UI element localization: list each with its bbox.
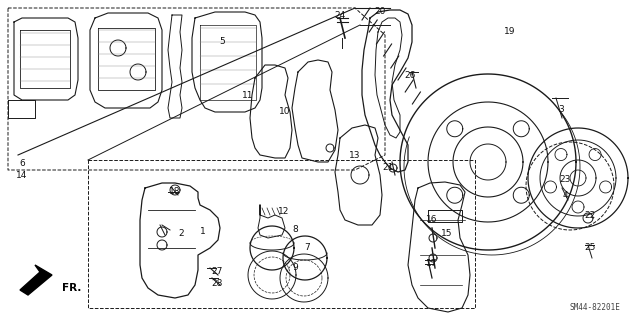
Text: 10: 10 (279, 108, 291, 116)
Text: 23: 23 (559, 175, 571, 184)
Text: 5: 5 (219, 38, 225, 47)
Text: 22: 22 (584, 211, 596, 219)
Text: 24: 24 (334, 11, 346, 19)
Text: 1: 1 (200, 227, 206, 236)
Text: 14: 14 (16, 170, 28, 180)
Text: 12: 12 (278, 207, 290, 217)
Text: 13: 13 (349, 151, 361, 160)
Text: 6: 6 (19, 159, 25, 167)
Text: 27: 27 (211, 268, 223, 277)
Text: 7: 7 (304, 243, 310, 253)
Text: 4: 4 (562, 190, 568, 199)
Polygon shape (20, 265, 52, 295)
Text: 25: 25 (584, 243, 596, 253)
Text: SM44-82201E: SM44-82201E (569, 303, 620, 312)
Text: 16: 16 (426, 216, 438, 225)
Text: 9: 9 (292, 263, 298, 272)
Text: 18: 18 (169, 188, 180, 197)
Text: 20: 20 (374, 8, 386, 17)
Text: 15: 15 (441, 228, 452, 238)
Text: 26: 26 (404, 70, 416, 79)
Text: 19: 19 (504, 27, 516, 36)
Text: 11: 11 (243, 92, 253, 100)
Text: 3: 3 (558, 106, 564, 115)
Text: FR.: FR. (62, 283, 81, 293)
Text: 28: 28 (211, 278, 223, 287)
Text: 2: 2 (178, 229, 184, 239)
Text: 8: 8 (292, 226, 298, 234)
Text: 17: 17 (426, 258, 438, 268)
Text: 21: 21 (382, 164, 394, 173)
